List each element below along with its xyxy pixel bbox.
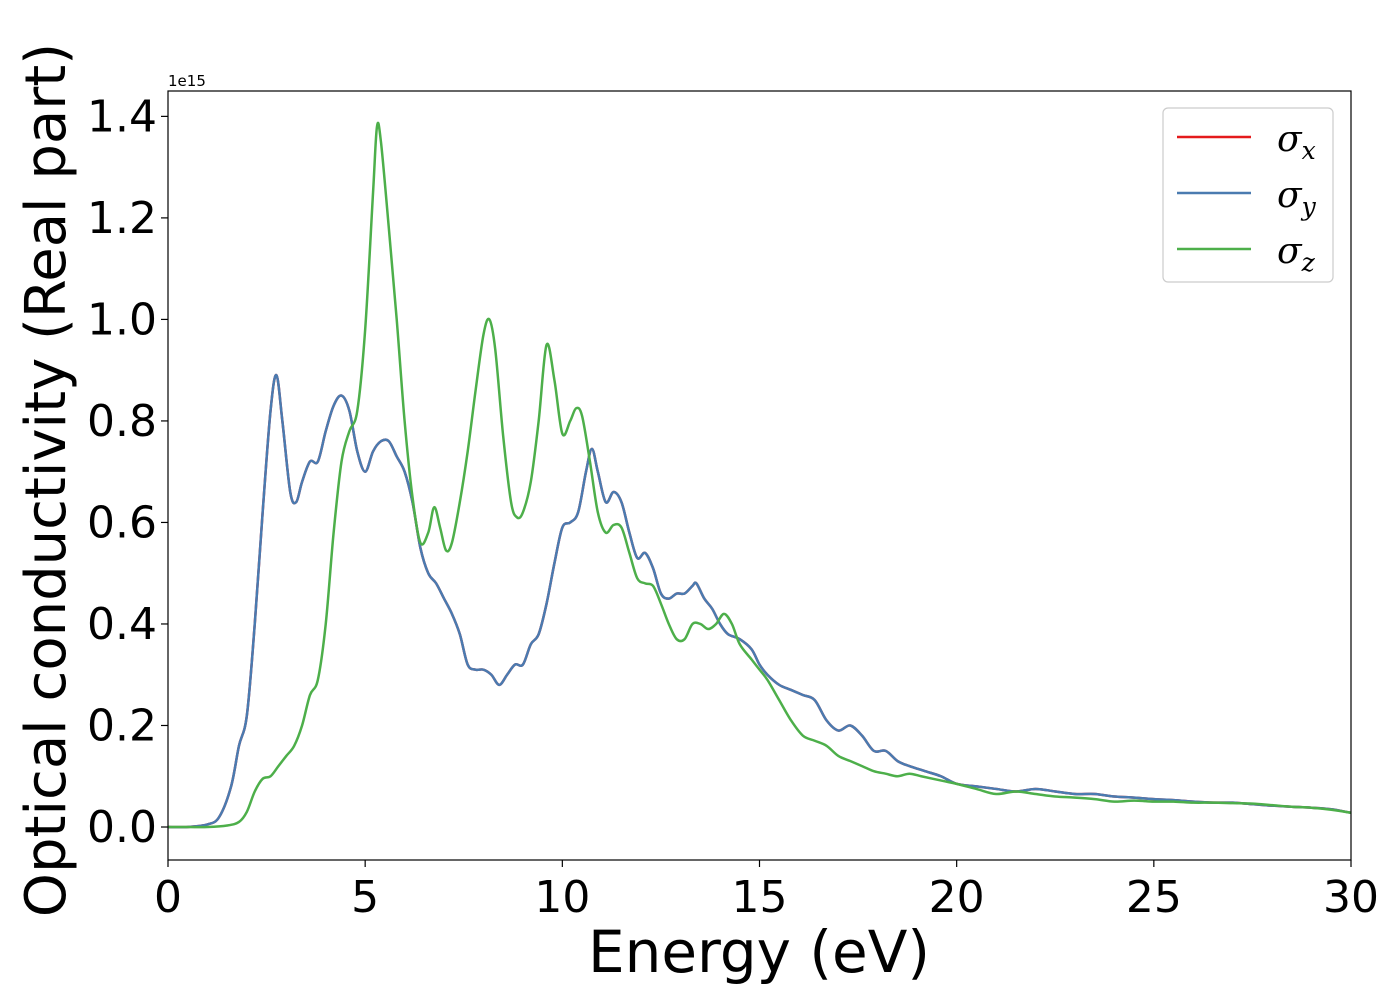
- x-tick-label: 25: [1126, 872, 1182, 923]
- legend-symbol: σ: [1277, 175, 1303, 216]
- y-tick-label: 0.0: [87, 802, 157, 853]
- y-offset-label: 1e15: [168, 72, 206, 90]
- legend-box: [1162, 107, 1334, 283]
- y-tick-label: 0.8: [87, 396, 157, 447]
- legend-symbol: σ: [1277, 231, 1303, 272]
- y-tick-label: 1.0: [87, 294, 157, 345]
- series-line-y: [168, 373, 1351, 829]
- y-tick-label: 1.4: [87, 91, 157, 142]
- series-layer: [168, 121, 1351, 829]
- legend-symbol: σ: [1277, 119, 1303, 160]
- legend-label-x: σx: [1277, 119, 1316, 165]
- legend-subscript: x: [1302, 136, 1316, 165]
- axes-layer: 0 5 10 15 20 25 30 0.0 0.2 0.4 0.6 0.8 1.0 1.2 1.4: [87, 90, 1379, 923]
- x-tick-label: 5: [351, 872, 379, 923]
- y-tick-label: 0.6: [87, 497, 157, 548]
- y-tick-label: 0.2: [87, 700, 157, 751]
- series-line-z: [168, 121, 1351, 829]
- x-tick-label: 20: [929, 872, 985, 923]
- legend-label-y: σy: [1277, 175, 1317, 221]
- x-tick-label: 10: [534, 872, 590, 923]
- x-axis-title: Energy (eV): [588, 918, 930, 986]
- y-axis-title: Optical conductivity (Real part): [14, 43, 79, 917]
- y-tick-label: 0.4: [87, 599, 157, 650]
- legend-label-z: σz: [1277, 231, 1316, 277]
- x-tick-label: 0: [154, 872, 182, 923]
- legend-subscript: y: [1301, 192, 1317, 221]
- legend-subscript: z: [1301, 248, 1316, 277]
- x-tick-label: 15: [732, 872, 788, 923]
- y-tick-label: 1.2: [87, 193, 157, 244]
- x-tick-label: 30: [1323, 872, 1379, 923]
